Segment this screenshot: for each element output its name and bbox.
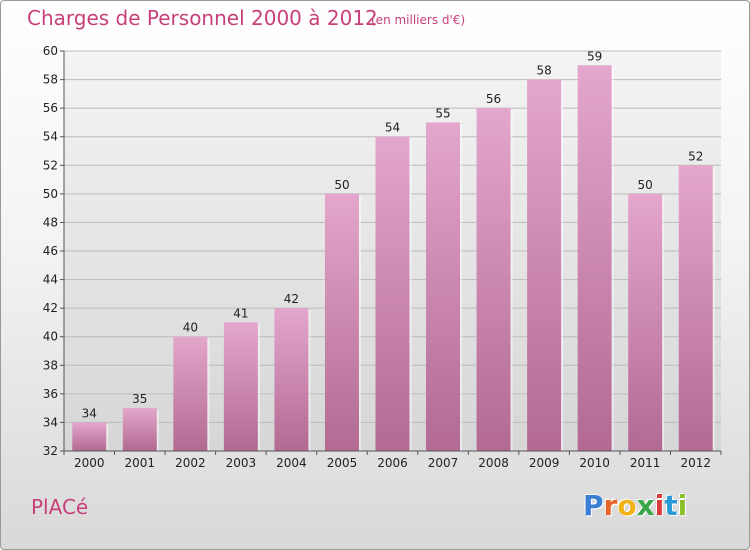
value-label: 54 [385, 121, 400, 135]
x-tick-label: 2007 [428, 456, 459, 470]
bar-2012 [678, 165, 713, 452]
x-tick-label: 2009 [529, 456, 560, 470]
bar-2009 [527, 79, 562, 452]
proxiti-logo: Proxiti [583, 489, 687, 522]
y-tick-label: 36 [43, 387, 58, 401]
y-tick-label: 54 [43, 130, 58, 144]
y-tick-label: 52 [43, 158, 58, 172]
y-tick-label: 48 [43, 215, 58, 229]
chart-subtitle: (en milliers d'€) [371, 13, 466, 27]
x-tick-label: 2012 [680, 456, 711, 470]
x-tick-label: 2008 [478, 456, 509, 470]
x-tick-label: 2011 [630, 456, 661, 470]
y-tick-label: 60 [43, 44, 58, 58]
y-tick-label: 38 [43, 358, 58, 372]
x-tick-label: 2003 [226, 456, 257, 470]
bar-2000 [72, 422, 107, 451]
x-tick-label: 2010 [579, 456, 610, 470]
value-label: 35 [132, 392, 147, 406]
bar-2005 [324, 193, 359, 451]
value-label: 58 [536, 64, 551, 78]
logo-letter: i [654, 489, 665, 522]
bar-2006 [375, 136, 410, 451]
value-label: 50 [638, 178, 653, 192]
value-labels: 34 35 40 41 42 50 54 55 56 58 59 50 52 [82, 49, 704, 420]
logo-letter: o [617, 489, 637, 522]
bar-2010 [577, 65, 612, 452]
logo-letter: r [603, 489, 618, 522]
bar-2007 [426, 122, 461, 451]
x-tick-label: 2004 [276, 456, 307, 470]
x-tick-label: 2006 [377, 456, 408, 470]
value-label: 56 [486, 92, 501, 106]
y-tick-label: 44 [43, 273, 58, 287]
value-label: 52 [688, 149, 703, 163]
bar-2008 [476, 108, 511, 452]
value-label: 50 [334, 178, 349, 192]
y-tick-label: 46 [43, 244, 58, 258]
logo-letter: t [664, 489, 678, 522]
bar-2002 [173, 336, 208, 451]
logo-letter: i [677, 489, 688, 522]
x-tick-label: 2001 [125, 456, 156, 470]
y-tick-label: 34 [43, 415, 58, 429]
x-tick-label: 2002 [175, 456, 206, 470]
y-tick-label: 50 [43, 187, 58, 201]
value-label: 42 [284, 292, 299, 306]
bar-2003 [223, 322, 258, 451]
bars [72, 65, 715, 452]
y-tick-label: 32 [43, 444, 58, 458]
y-tick-label: 58 [43, 73, 58, 87]
value-label: 34 [82, 406, 97, 420]
bar-2004 [274, 308, 309, 451]
y-tick-label: 40 [43, 330, 58, 344]
x-tick-label: 2005 [327, 456, 358, 470]
y-tick-label: 56 [43, 101, 58, 115]
logo-letter: x [636, 489, 655, 522]
x-tick-label: 2000 [74, 456, 105, 470]
chart-title: Charges de Personnel 2000 à 2012 [27, 6, 378, 30]
value-label: 40 [183, 321, 198, 335]
axes [63, 51, 721, 452]
logo-letter: P [583, 489, 604, 522]
value-label: 55 [435, 106, 450, 120]
y-tick-label: 42 [43, 301, 58, 315]
commune-name: PlACé [31, 495, 89, 519]
bar-2011 [628, 193, 663, 451]
value-label: 59 [587, 49, 602, 63]
x-tick-labels: 2000 2001 2002 2003 2004 2005 2006 2007 2008 2009… [63, 451, 722, 470]
bar-2001 [122, 408, 157, 451]
value-label: 41 [233, 306, 248, 320]
y-tick-labels: 32 34 36 38 40 42 44 46 48 50 52 54 56 58 60 [43, 44, 58, 458]
